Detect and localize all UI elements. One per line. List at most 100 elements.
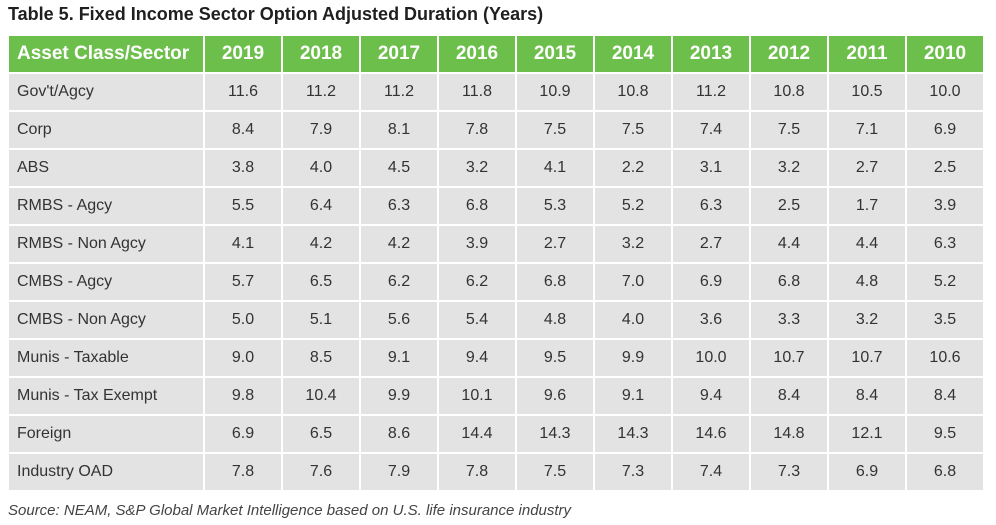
table-row: Foreign 6.9 6.5 8.6 14.4 14.3 14.3 14.6 14.8 12.1… bbox=[9, 416, 983, 452]
table-cell: 14.3 bbox=[595, 416, 671, 452]
column-header-2010: 2010 bbox=[907, 36, 983, 72]
table-cell: 3.9 bbox=[907, 188, 983, 224]
table-row: RMBS - Agcy 5.5 6.4 6.3 6.8 5.3 5.2 6.3 2.5 1.7 3.… bbox=[9, 188, 983, 224]
table-row: Industry OAD 7.8 7.6 7.9 7.8 7.5 7.3 7.4 7.3 6.9 6… bbox=[9, 454, 983, 490]
table-cell: 9.5 bbox=[517, 340, 593, 376]
table-cell: 8.4 bbox=[829, 378, 905, 414]
table-cell: 7.5 bbox=[517, 454, 593, 490]
table-cell: 9.4 bbox=[439, 340, 515, 376]
table-cell: 3.8 bbox=[205, 150, 281, 186]
table-cell: 11.8 bbox=[439, 74, 515, 110]
table-cell: 4.5 bbox=[361, 150, 437, 186]
table-cell: 7.0 bbox=[595, 264, 671, 300]
table-row: CMBS - Agcy 5.7 6.5 6.2 6.2 6.8 7.0 6.9 6.8 4.8 5.… bbox=[9, 264, 983, 300]
column-header-2014: 2014 bbox=[595, 36, 671, 72]
table-cell: 8.4 bbox=[751, 378, 827, 414]
table-cell: 8.4 bbox=[907, 378, 983, 414]
table-row: Gov't/Agcy 11.6 11.2 11.2 11.8 10.9 10.8 11.2 10… bbox=[9, 74, 983, 110]
column-header-2017: 2017 bbox=[361, 36, 437, 72]
table-cell: 6.2 bbox=[361, 264, 437, 300]
table-cell: 5.1 bbox=[283, 302, 359, 338]
row-header-cell: Asset Class/Sector bbox=[9, 36, 203, 72]
table-cell: 6.9 bbox=[673, 264, 749, 300]
table-cell: 9.9 bbox=[595, 340, 671, 376]
table-row: ABS 3.8 4.0 4.5 3.2 4.1 2.2 3.1 3.2 2.7 2.5 bbox=[9, 150, 983, 186]
table-cell: 6.9 bbox=[907, 112, 983, 148]
table-cell: 2.7 bbox=[673, 226, 749, 262]
table-cell: 3.2 bbox=[439, 150, 515, 186]
row-label: Munis - Tax Exempt bbox=[9, 378, 203, 414]
table-cell: 7.3 bbox=[751, 454, 827, 490]
table-row: CMBS - Non Agcy 5.0 5.1 5.6 5.4 4.8 4.0 3.6 3.3 3… bbox=[9, 302, 983, 338]
table-cell: 6.3 bbox=[361, 188, 437, 224]
table-cell: 7.1 bbox=[829, 112, 905, 148]
table-cell: 7.5 bbox=[595, 112, 671, 148]
table-cell: 6.8 bbox=[517, 264, 593, 300]
table-cell: 9.0 bbox=[205, 340, 281, 376]
table-row: Munis - Tax Exempt 9.8 10.4 9.9 10.1 9.6 9.1 9.… bbox=[9, 378, 983, 414]
table-cell: 3.2 bbox=[829, 302, 905, 338]
table-row: RMBS - Non Agcy 4.1 4.2 4.2 3.9 2.7 3.2 2.7 4.4 4… bbox=[9, 226, 983, 262]
column-header-2015: 2015 bbox=[517, 36, 593, 72]
table-cell: 2.2 bbox=[595, 150, 671, 186]
table-cell: 4.8 bbox=[829, 264, 905, 300]
row-label: Gov't/Agcy bbox=[9, 74, 203, 110]
table-cell: 6.8 bbox=[907, 454, 983, 490]
table-cell: 10.8 bbox=[595, 74, 671, 110]
table-cell: 9.6 bbox=[517, 378, 593, 414]
table-cell: 2.5 bbox=[751, 188, 827, 224]
table-cell: 8.4 bbox=[205, 112, 281, 148]
table-cell: 10.5 bbox=[829, 74, 905, 110]
table-cell: 8.1 bbox=[361, 112, 437, 148]
row-label: Corp bbox=[9, 112, 203, 148]
data-table: Asset Class/Sector 2019 2018 2017 2016 2015 2… bbox=[7, 34, 985, 492]
table-cell: 4.1 bbox=[205, 226, 281, 262]
table-cell: 5.2 bbox=[907, 264, 983, 300]
column-header-2016: 2016 bbox=[439, 36, 515, 72]
row-label: Industry OAD bbox=[9, 454, 203, 490]
table-title: Table 5. Fixed Income Sector Option Adju… bbox=[8, 4, 544, 24]
table-cell: 7.8 bbox=[205, 454, 281, 490]
table-cell: 6.2 bbox=[439, 264, 515, 300]
column-header-2011: 2011 bbox=[829, 36, 905, 72]
duration-table: Asset Class/Sector 2019 2018 2017 2016 2015 2… bbox=[7, 34, 983, 492]
table-cell: 10.0 bbox=[907, 74, 983, 110]
table-cell: 3.2 bbox=[595, 226, 671, 262]
table-cell: 10.0 bbox=[673, 340, 749, 376]
row-label: Foreign bbox=[9, 416, 203, 452]
table-cell: 9.1 bbox=[595, 378, 671, 414]
table-cell: 4.4 bbox=[751, 226, 827, 262]
table-cell: 6.3 bbox=[673, 188, 749, 224]
row-label: RMBS - Non Agcy bbox=[9, 226, 203, 262]
source-note: Source: NEAM, S&P Global Market Intellig… bbox=[8, 502, 572, 519]
table-cell: 3.5 bbox=[907, 302, 983, 338]
table-cell: 4.1 bbox=[517, 150, 593, 186]
table-cell: 14.6 bbox=[673, 416, 749, 452]
table-cell: 8.5 bbox=[283, 340, 359, 376]
table-cell: 6.5 bbox=[283, 264, 359, 300]
table-cell: 10.4 bbox=[283, 378, 359, 414]
table-cell: 12.1 bbox=[829, 416, 905, 452]
table-cell: 7.4 bbox=[673, 112, 749, 148]
table-cell: 5.4 bbox=[439, 302, 515, 338]
table-body: Gov't/Agcy 11.6 11.2 11.2 11.8 10.9 10.8 11.2 10… bbox=[9, 74, 983, 490]
table-cell: 10.7 bbox=[751, 340, 827, 376]
table-cell: 5.7 bbox=[205, 264, 281, 300]
table-cell: 5.5 bbox=[205, 188, 281, 224]
table-cell: 6.4 bbox=[283, 188, 359, 224]
table-cell: 6.8 bbox=[439, 188, 515, 224]
table-cell: 5.2 bbox=[595, 188, 671, 224]
table-cell: 9.4 bbox=[673, 378, 749, 414]
table-cell: 7.9 bbox=[361, 454, 437, 490]
table-cell: 5.0 bbox=[205, 302, 281, 338]
table-cell: 7.8 bbox=[439, 454, 515, 490]
table-cell: 9.5 bbox=[907, 416, 983, 452]
table-cell: 3.1 bbox=[673, 150, 749, 186]
table-cell: 10.8 bbox=[751, 74, 827, 110]
table-cell: 7.6 bbox=[283, 454, 359, 490]
table-row: Munis - Taxable 9.0 8.5 9.1 9.4 9.5 9.9 10.0 10.… bbox=[9, 340, 983, 376]
table-cell: 11.6 bbox=[205, 74, 281, 110]
table-cell: 10.1 bbox=[439, 378, 515, 414]
table-cell: 7.3 bbox=[595, 454, 671, 490]
column-header-2013: 2013 bbox=[673, 36, 749, 72]
